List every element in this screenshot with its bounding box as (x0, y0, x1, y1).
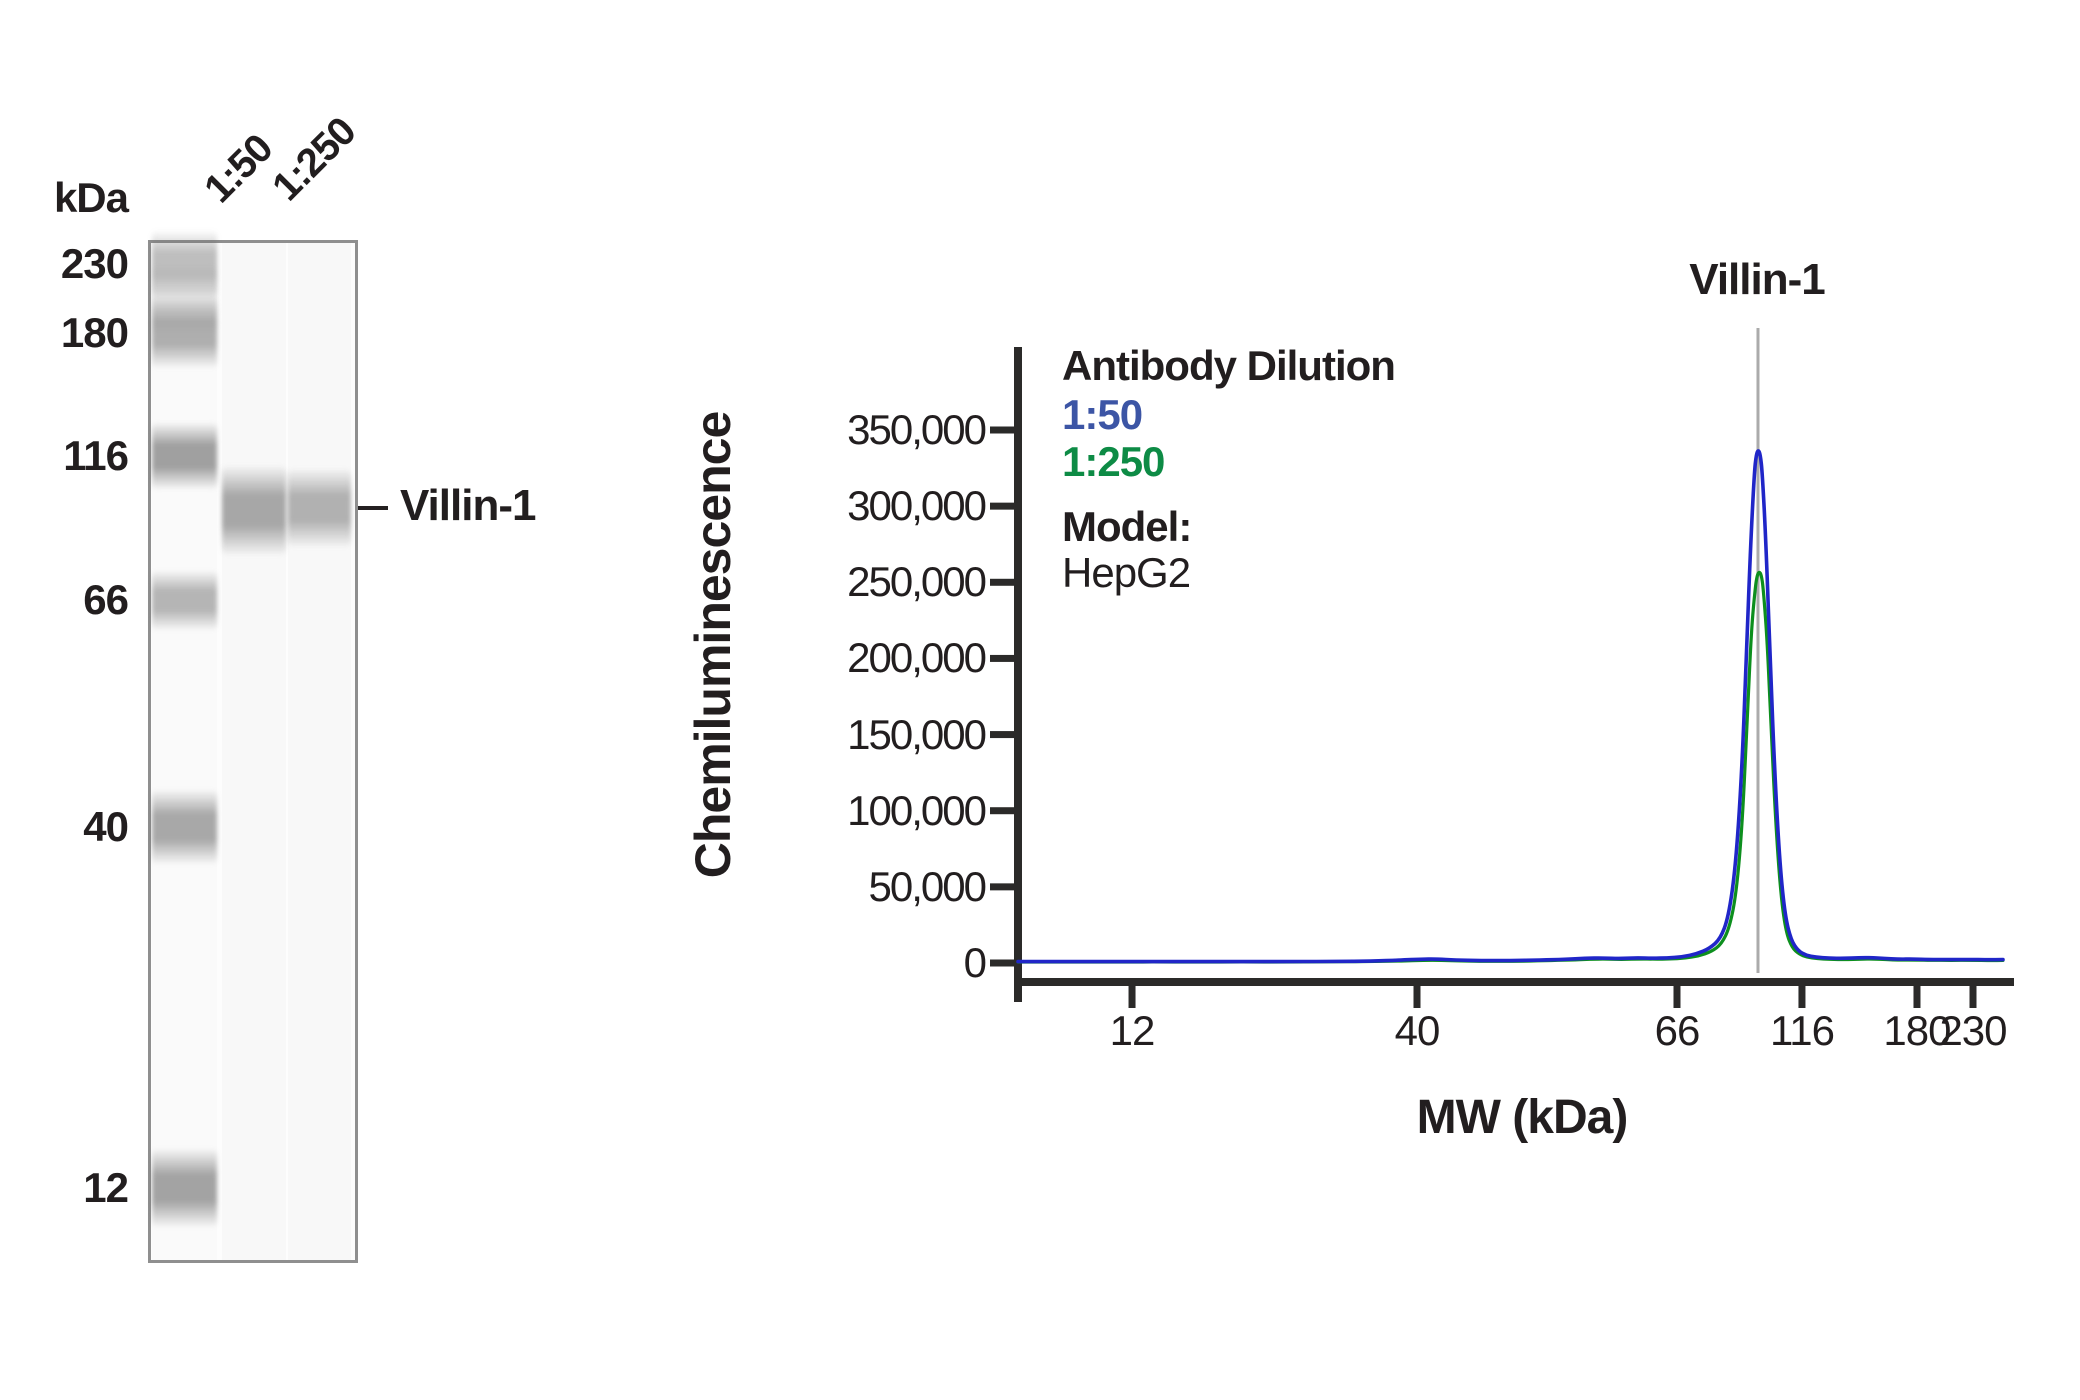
blot-frame (148, 240, 358, 1263)
y-tick-350,000 (990, 426, 1018, 434)
blot-lane-0 (152, 243, 217, 1260)
band-pointer-dash (358, 506, 388, 510)
lane-label-1-50: 1:50 (196, 126, 282, 212)
legend-model-value: HepG2 (1062, 549, 1191, 596)
legend-item-1-50: 1:50 (1062, 391, 1143, 438)
y-tick-50,000 (990, 883, 1018, 891)
y-tick-label-0: 0 (963, 939, 987, 986)
y-axis-line (1014, 347, 1022, 1002)
y-tick-label-300,000: 300,000 (847, 482, 987, 530)
x-tick-label-230: 230 (1939, 1007, 2007, 1054)
blot-lane-2 (288, 243, 351, 1260)
marker-band-6 (152, 1148, 217, 1228)
marker-label-180: 180 (60, 309, 129, 356)
x-tick-40 (1413, 982, 1421, 1008)
y-tick-100,000 (990, 807, 1018, 815)
peak-marker-line (1756, 328, 1760, 973)
kda-unit-label: kDa (53, 174, 129, 221)
y-tick-150,000 (990, 731, 1018, 739)
marker-label-40: 40 (83, 803, 129, 850)
x-axis-line (1014, 978, 2014, 986)
y-tick-label-350,000: 350,000 (847, 406, 987, 453)
y-tick-label-50,000: 50,000 (868, 862, 987, 910)
x-tick-12 (1128, 982, 1136, 1008)
x-tick-label-66: 66 (1654, 1007, 1701, 1054)
marker-band-3 (152, 422, 217, 490)
y-tick-label-200,000: 200,000 (847, 634, 987, 682)
marker-band-0 (152, 230, 217, 298)
chart-x-axis-title: MW (kDa) (1416, 1091, 1629, 1144)
x-tick-label-180: 180 (1883, 1007, 1951, 1054)
x-tick-66 (1673, 982, 1681, 1008)
chart-y-axis-title: Chemiluminescence (685, 411, 741, 879)
sample-band-1 (288, 468, 351, 548)
blot-lane-1 (222, 243, 286, 1260)
y-tick-300,000 (990, 502, 1018, 510)
marker-label-116: 116 (63, 432, 129, 479)
chart-plot-area (990, 328, 2014, 1008)
marker-label-230: 230 (60, 240, 129, 287)
y-tick-label-100,000: 100,000 (847, 786, 987, 834)
sample-band-0 (222, 465, 286, 556)
x-tick-label-116: 116 (1769, 1007, 1835, 1054)
marker-band-4 (152, 570, 217, 631)
y-tick-200,000 (990, 654, 1018, 662)
legend-heading: Antibody Dilution (1062, 342, 1396, 389)
y-tick-250,000 (990, 578, 1018, 586)
x-tick-116 (1798, 982, 1806, 1008)
series-curve-1-50 (1016, 449, 2005, 964)
legend-model-heading: Model: (1062, 503, 1192, 550)
marker-label-66: 66 (83, 576, 129, 623)
x-tick-label-12: 12 (1109, 1007, 1156, 1054)
y-tick-label-150,000: 150,000 (847, 710, 987, 758)
y-tick-0 (990, 959, 1018, 967)
blot-band-label: Villin-1 (400, 481, 536, 530)
x-tick-label-40: 40 (1394, 1007, 1441, 1054)
x-tick-180 (1913, 982, 1921, 1008)
y-tick-label-250,000: 250,000 (847, 558, 987, 606)
series-curve-1-250 (1016, 570, 2005, 964)
x-tick-230 (1969, 982, 1977, 1008)
chart-peak-title: Villin-1 (1689, 255, 1825, 304)
marker-label-12: 12 (83, 1164, 129, 1211)
marker-band-2 (152, 297, 217, 369)
marker-band-5 (152, 789, 217, 865)
legend-item-1-250: 1:250 (1062, 438, 1165, 485)
